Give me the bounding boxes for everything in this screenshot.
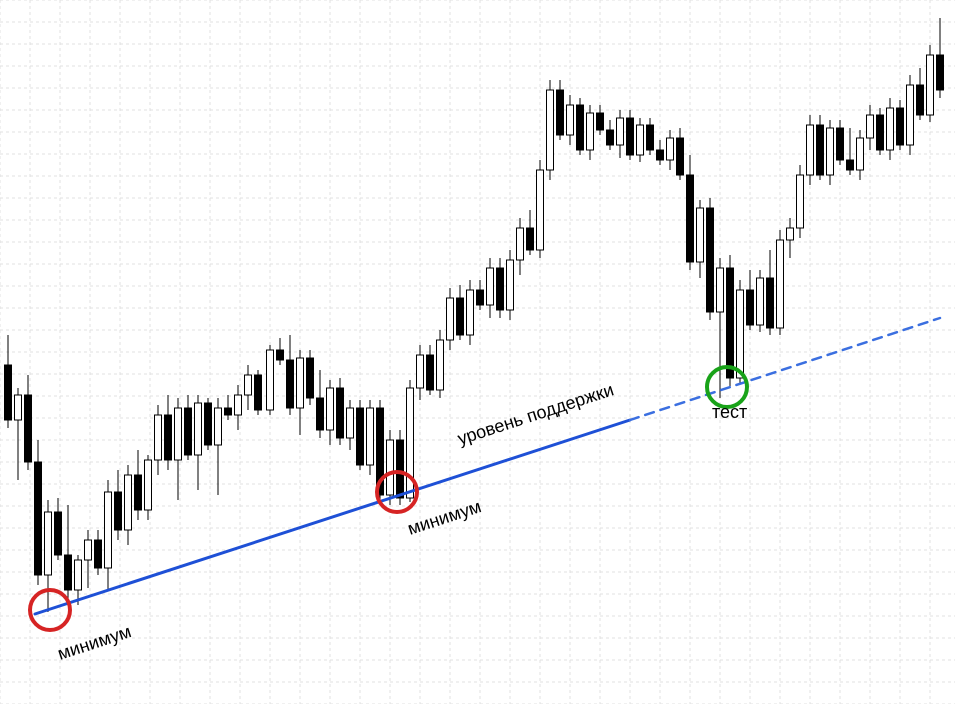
label_test: тест <box>712 402 747 422</box>
chart-svg: минимумминимумуровень поддержкитест <box>0 0 955 704</box>
candlestick-chart: минимумминимумуровень поддержкитест <box>0 0 955 704</box>
